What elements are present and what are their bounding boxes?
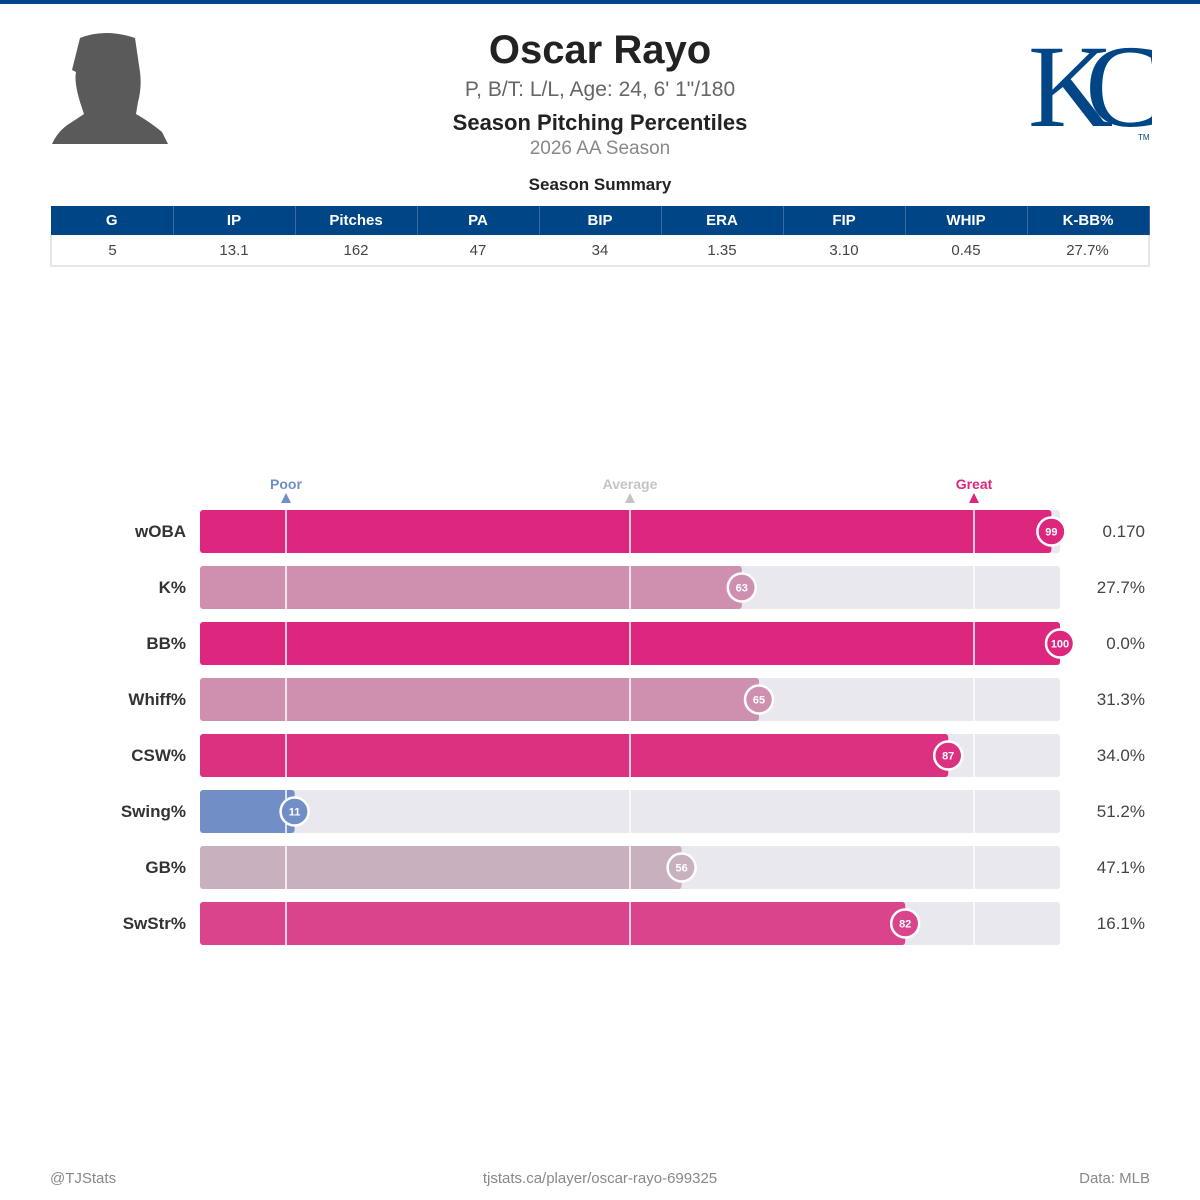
reference-marker-icon	[625, 493, 635, 503]
stat-value: 27.7%	[1097, 578, 1145, 597]
percentile-badge	[932, 740, 964, 771]
team-logo: KC TM	[1028, 26, 1152, 144]
player-headshot-placeholder	[52, 33, 168, 144]
chart-title: Season Pitching Percentiles	[452, 110, 748, 135]
summary-header-cell: WHIP	[905, 206, 1028, 235]
footer-url: tjstats.ca/player/oscar-rayo-699325	[482, 1170, 718, 1187]
summary-value-cell: 162	[295, 235, 417, 267]
summary-header-cell: PA	[417, 206, 540, 235]
summary-header-cell: FIP	[783, 206, 906, 235]
percentile-value: 11	[289, 807, 301, 819]
stat-value: 31.3%	[1097, 690, 1145, 709]
reference-label-average: Average	[603, 476, 658, 492]
category-label: SwStr%	[123, 914, 186, 933]
player-info: P, B/T: L/L, Age: 24, 6' 1"/180	[464, 78, 736, 101]
reference-marker-icon	[969, 493, 979, 503]
percentile-badge	[279, 796, 310, 827]
stat-value: 0.170	[1102, 522, 1145, 541]
season-label: 2026 AA Season	[529, 138, 671, 159]
percentile-badge	[743, 684, 775, 715]
summary-value-cell: 0.45	[905, 235, 1027, 267]
category-label: Swing%	[121, 802, 186, 821]
summary-value-cell: 5	[50, 235, 173, 267]
summary-value-cell: 34	[539, 235, 661, 267]
summary-value-row: 5 13.1 162 47 34 1.35 3.10 0.45 27.7%	[50, 235, 1150, 267]
reference-marker-icon	[281, 493, 291, 503]
percentile-bar	[200, 734, 949, 777]
summary-table: G IP Pitches PA BIP ERA FIP WHIP K-BB% 5 13.1 162 4…	[50, 206, 1150, 267]
stat-value: 47.1%	[1097, 858, 1145, 877]
summary-header-cell: IP	[173, 206, 296, 235]
percentile-value: 99	[1045, 527, 1057, 539]
summary-header-cell: G	[51, 206, 174, 235]
category-label: GB%	[145, 858, 186, 877]
stat-value: 51.2%	[1097, 802, 1145, 821]
percentile-badge	[666, 852, 697, 883]
percentile-badge	[1044, 628, 1076, 659]
percentile-value: 63	[736, 583, 748, 595]
summary-title: Season Summary	[528, 175, 672, 194]
category-label: CSW%	[131, 746, 186, 765]
percentile-bar	[200, 790, 295, 833]
summary-header-cell: BIP	[539, 206, 662, 235]
stat-value: 34.0%	[1097, 746, 1145, 765]
summary-value-cell: 47	[417, 235, 539, 267]
percentile-badge	[1036, 516, 1067, 547]
stat-value: 0.0%	[1106, 634, 1145, 653]
category-label: wOBA	[134, 522, 186, 541]
percentile-value: 82	[899, 919, 911, 931]
summary-value-cell: 27.7%	[1027, 235, 1150, 267]
stat-value: 16.1%	[1097, 914, 1145, 933]
reference-label-great: Great	[956, 476, 993, 492]
category-label: Whiff%	[128, 690, 186, 709]
percentile-value: 65	[753, 695, 765, 707]
percentile-bar	[200, 846, 682, 889]
percentile-bar	[200, 566, 742, 609]
percentile-bar	[200, 678, 759, 721]
percentile-bar	[200, 510, 1052, 553]
player-name: Oscar Rayo	[488, 28, 712, 72]
percentile-badge	[889, 908, 921, 939]
summary-header-row: G IP Pitches PA BIP ERA FIP WHIP K-BB%	[51, 206, 1150, 235]
summary-value-cell: 1.35	[661, 235, 783, 267]
percentile-value: 87	[942, 751, 954, 763]
percentile-value: 56	[675, 863, 687, 875]
summary-header-cell: K-BB%	[1027, 206, 1150, 235]
svg-text:TM: TM	[1138, 133, 1150, 142]
category-label: K%	[159, 578, 186, 597]
summary-header-cell: Pitches	[295, 206, 418, 235]
footer-handle: @TJStats	[50, 1170, 117, 1187]
summary-header-cell: ERA	[661, 206, 784, 235]
top-accent-bar	[0, 0, 1200, 4]
footer-source: Data: MLB	[1079, 1170, 1150, 1187]
summary-value-cell: 13.1	[173, 235, 295, 267]
svg-text:KC: KC	[1028, 26, 1152, 144]
percentile-badge	[726, 572, 758, 603]
percentile-value: 100	[1051, 639, 1069, 651]
percentile-bar	[200, 902, 906, 945]
category-label: BB%	[146, 634, 186, 653]
summary-value-cell: 3.10	[783, 235, 905, 267]
reference-label-poor: Poor	[270, 476, 302, 492]
percentile-chart: Poor Average Great wOBA 99 0.170 K% 63 27.7% BB% 1…	[121, 476, 1145, 945]
